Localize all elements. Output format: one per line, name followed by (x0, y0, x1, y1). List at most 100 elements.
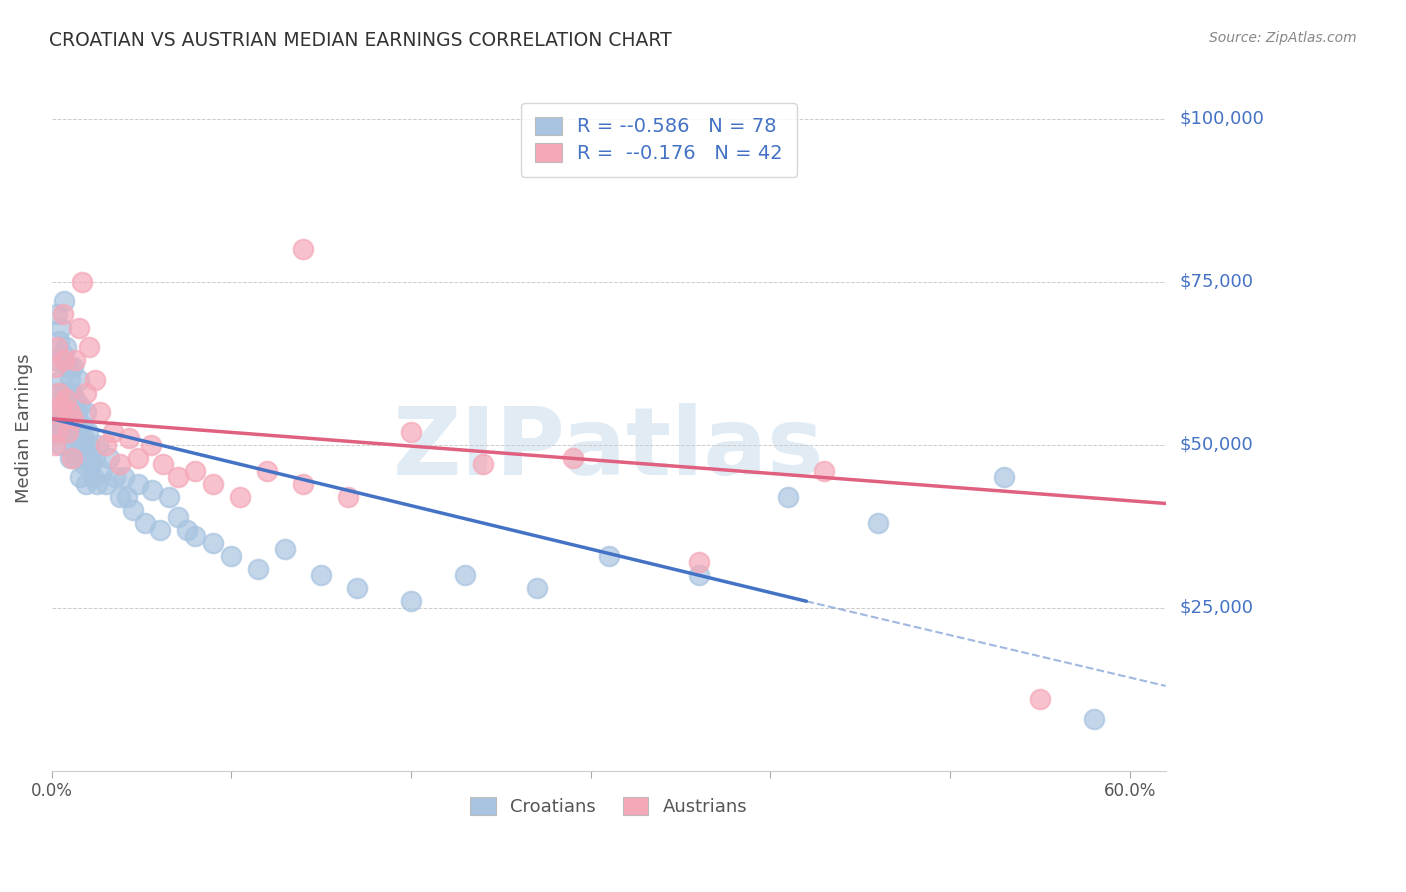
Point (688, 555, 710, 569)
Legend: Croatians, Austrians: Croatians, Austrians (463, 790, 755, 823)
Point (44, 359, 66, 374)
Point (49, 399, 72, 413)
Point (87, 438, 110, 452)
Point (62, 359, 84, 374)
Point (73, 431, 96, 445)
Point (73, 458, 96, 472)
Point (46, 340, 69, 354)
Point (60, 450, 83, 465)
Point (48, 418, 70, 433)
Text: $75,000: $75,000 (1180, 273, 1254, 291)
Point (42, 405, 65, 419)
Point (94, 477, 117, 491)
Text: ZIPatlas: ZIPatlas (394, 403, 824, 495)
Text: $50,000: $50,000 (1180, 436, 1253, 454)
Text: Source: ZipAtlas.com: Source: ZipAtlas.com (1209, 31, 1357, 45)
Point (63, 392, 86, 407)
Point (48, 385, 70, 400)
Point (55, 425, 77, 439)
Point (292, 477, 315, 491)
Point (121, 503, 143, 517)
Point (66, 425, 89, 439)
Point (86, 477, 108, 491)
Point (309, 568, 332, 582)
Point (44, 425, 66, 439)
Point (993, 470, 1015, 484)
Point (48, 334, 70, 348)
Point (152, 458, 174, 472)
Point (202, 477, 225, 491)
Point (148, 523, 170, 537)
Point (688, 568, 710, 582)
Point (471, 458, 494, 472)
Point (75, 385, 97, 400)
Text: CROATIAN VS AUSTRIAN MEDIAN EARNINGS CORRELATION CHART: CROATIAN VS AUSTRIAN MEDIAN EARNINGS COR… (49, 31, 672, 50)
Point (51, 405, 73, 419)
Point (127, 477, 149, 491)
Point (274, 542, 297, 557)
Point (42, 425, 65, 439)
Point (75, 477, 97, 491)
Point (256, 464, 278, 478)
Point (53, 353, 76, 368)
Point (202, 535, 225, 549)
Point (184, 529, 207, 543)
Point (51, 308, 73, 322)
Point (72, 438, 94, 452)
Point (813, 464, 835, 478)
Point (184, 464, 207, 478)
Point (63, 353, 86, 368)
Point (868, 516, 890, 530)
Point (76, 425, 98, 439)
Point (53, 294, 76, 309)
Point (44, 353, 66, 368)
Point (79, 438, 101, 452)
Point (49, 320, 72, 334)
Point (108, 490, 131, 504)
Point (118, 431, 141, 445)
Point (75, 405, 97, 419)
Point (346, 581, 368, 595)
Point (46, 385, 69, 400)
Point (72, 275, 94, 289)
Point (62, 438, 84, 452)
Point (166, 470, 188, 484)
Point (247, 562, 270, 576)
Point (115, 490, 138, 504)
Point (127, 450, 149, 465)
Point (176, 523, 198, 537)
Point (63, 450, 86, 465)
Point (399, 594, 422, 608)
Point (42, 405, 65, 419)
Point (53, 385, 76, 400)
Point (399, 425, 422, 439)
Point (454, 568, 477, 582)
Point (49, 373, 72, 387)
Point (67, 320, 90, 334)
Point (79, 340, 101, 354)
Point (98, 450, 121, 465)
Point (46, 425, 69, 439)
Point (83, 450, 105, 465)
Point (91, 464, 114, 478)
Point (80, 458, 103, 472)
Point (1083, 712, 1105, 726)
Point (82, 470, 104, 484)
Point (44, 438, 66, 452)
Point (337, 490, 360, 504)
Point (94, 438, 117, 452)
Text: $25,000: $25,000 (1180, 599, 1254, 616)
Point (134, 516, 156, 530)
Point (49, 438, 72, 452)
Point (104, 470, 127, 484)
Point (60, 385, 83, 400)
Point (62, 411, 84, 425)
Point (59, 373, 82, 387)
Point (66, 405, 89, 419)
Point (108, 458, 131, 472)
Point (72, 418, 94, 433)
Point (166, 509, 188, 524)
Point (778, 490, 800, 504)
Point (561, 450, 583, 465)
Point (76, 450, 98, 465)
